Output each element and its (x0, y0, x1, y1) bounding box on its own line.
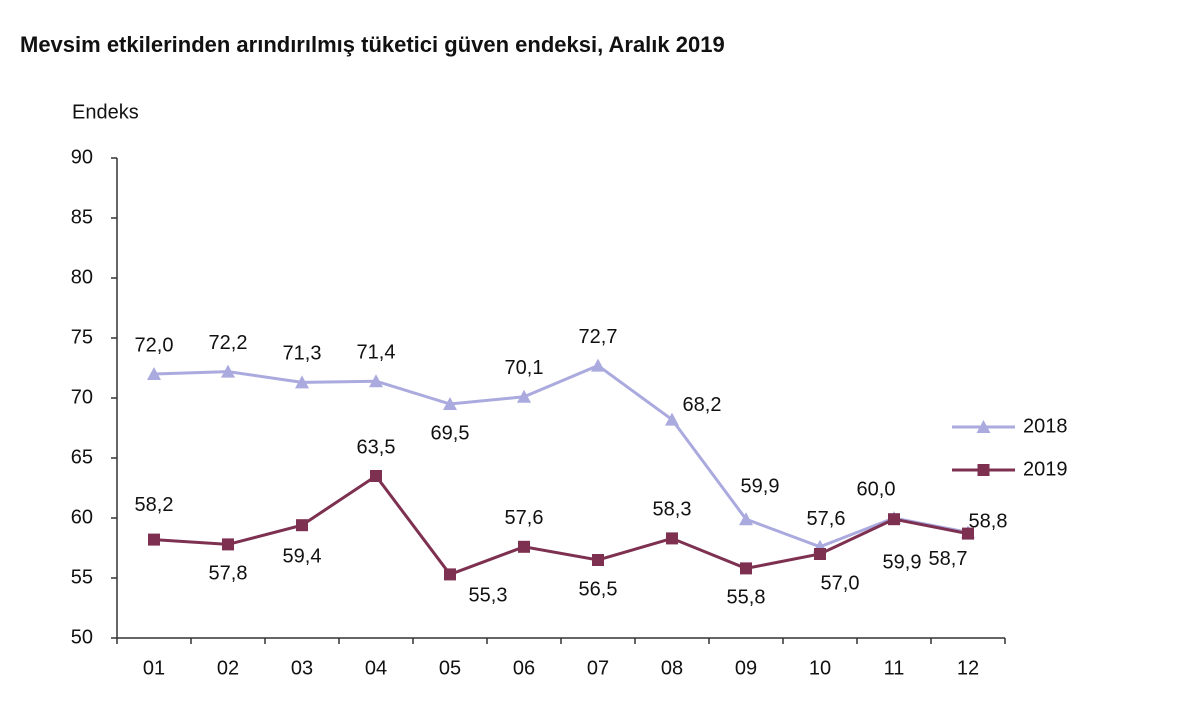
data-label: 57,6 (505, 507, 544, 529)
legend-label: 2018 (1023, 415, 1068, 437)
marker (518, 540, 530, 553)
marker (148, 533, 160, 546)
data-label: 72,0 (135, 334, 174, 356)
marker (147, 367, 161, 380)
y-axis-label: Endeks (72, 101, 139, 123)
data-label: 68,2 (683, 394, 722, 416)
x-tick-label: 01 (143, 657, 165, 679)
marker (665, 412, 679, 426)
y-tick-label: 55 (71, 566, 93, 588)
marker (740, 562, 752, 575)
x-tick-label: 11 (884, 657, 905, 679)
x-tick-label: 08 (661, 657, 683, 679)
data-label: 55,8 (727, 587, 766, 609)
legend-marker (977, 464, 990, 476)
data-label: 72,7 (579, 326, 618, 348)
marker (295, 375, 309, 389)
marker (739, 512, 753, 526)
data-label: 69,5 (431, 422, 470, 444)
series-line (153, 473, 969, 577)
chart-title: Mevsim etkilerinden arındırılmış tüketic… (20, 32, 725, 57)
data-label: 70,1 (505, 357, 544, 379)
data-label: 59,9 (883, 551, 922, 573)
marker (666, 532, 678, 545)
x-tick-label: 09 (735, 657, 757, 679)
y-tick-label: 70 (71, 386, 93, 408)
data-label: 58,3 (653, 499, 692, 521)
x-tick-label: 07 (587, 657, 609, 679)
y-tick-label: 85 (71, 206, 93, 228)
x-tick-label: 12 (957, 657, 979, 679)
marker (962, 527, 974, 540)
y-tick-label: 75 (71, 326, 93, 348)
y-tick-label: 90 (71, 146, 93, 168)
marker (221, 364, 235, 378)
marker (814, 548, 826, 560)
data-label: 60,0 (857, 478, 896, 500)
y-tick-label: 50 (71, 626, 93, 648)
data-label: 59,4 (283, 545, 322, 567)
y-tick-label: 65 (71, 446, 93, 468)
data-label: 55,3 (469, 585, 508, 607)
x-tick-label: 10 (809, 657, 831, 679)
series-line (153, 363, 969, 549)
data-label: 58,8 (969, 511, 1008, 533)
x-tick-label: 06 (513, 657, 535, 679)
marker (592, 554, 604, 566)
data-label: 57,6 (807, 508, 846, 530)
data-label: 56,5 (579, 578, 618, 600)
marker (370, 470, 382, 482)
marker (222, 538, 234, 551)
data-label: 63,5 (357, 436, 396, 458)
data-label: 72,2 (209, 332, 248, 354)
x-tick-label: 03 (291, 657, 313, 679)
marker (888, 513, 900, 526)
marker (369, 374, 383, 388)
legend-marker (976, 420, 991, 433)
data-label: 58,2 (135, 494, 174, 516)
x-tick-label: 02 (217, 657, 239, 679)
x-tick-label: 05 (439, 657, 461, 679)
y-tick-label: 60 (71, 506, 93, 528)
legend-label: 2019 (1023, 458, 1068, 480)
marker (296, 519, 308, 532)
marker (443, 397, 457, 410)
data-label: 71,4 (357, 341, 396, 363)
data-label: 57,0 (821, 572, 860, 594)
marker (444, 568, 456, 581)
data-label: 57,8 (209, 563, 248, 585)
y-tick-label: 80 (71, 266, 93, 288)
data-label: 71,3 (283, 343, 322, 365)
x-tick-label: 04 (365, 657, 387, 679)
data-label: 58,7 (929, 548, 968, 570)
marker (517, 389, 531, 403)
marker (591, 358, 605, 372)
data-label: 59,9 (741, 475, 780, 497)
